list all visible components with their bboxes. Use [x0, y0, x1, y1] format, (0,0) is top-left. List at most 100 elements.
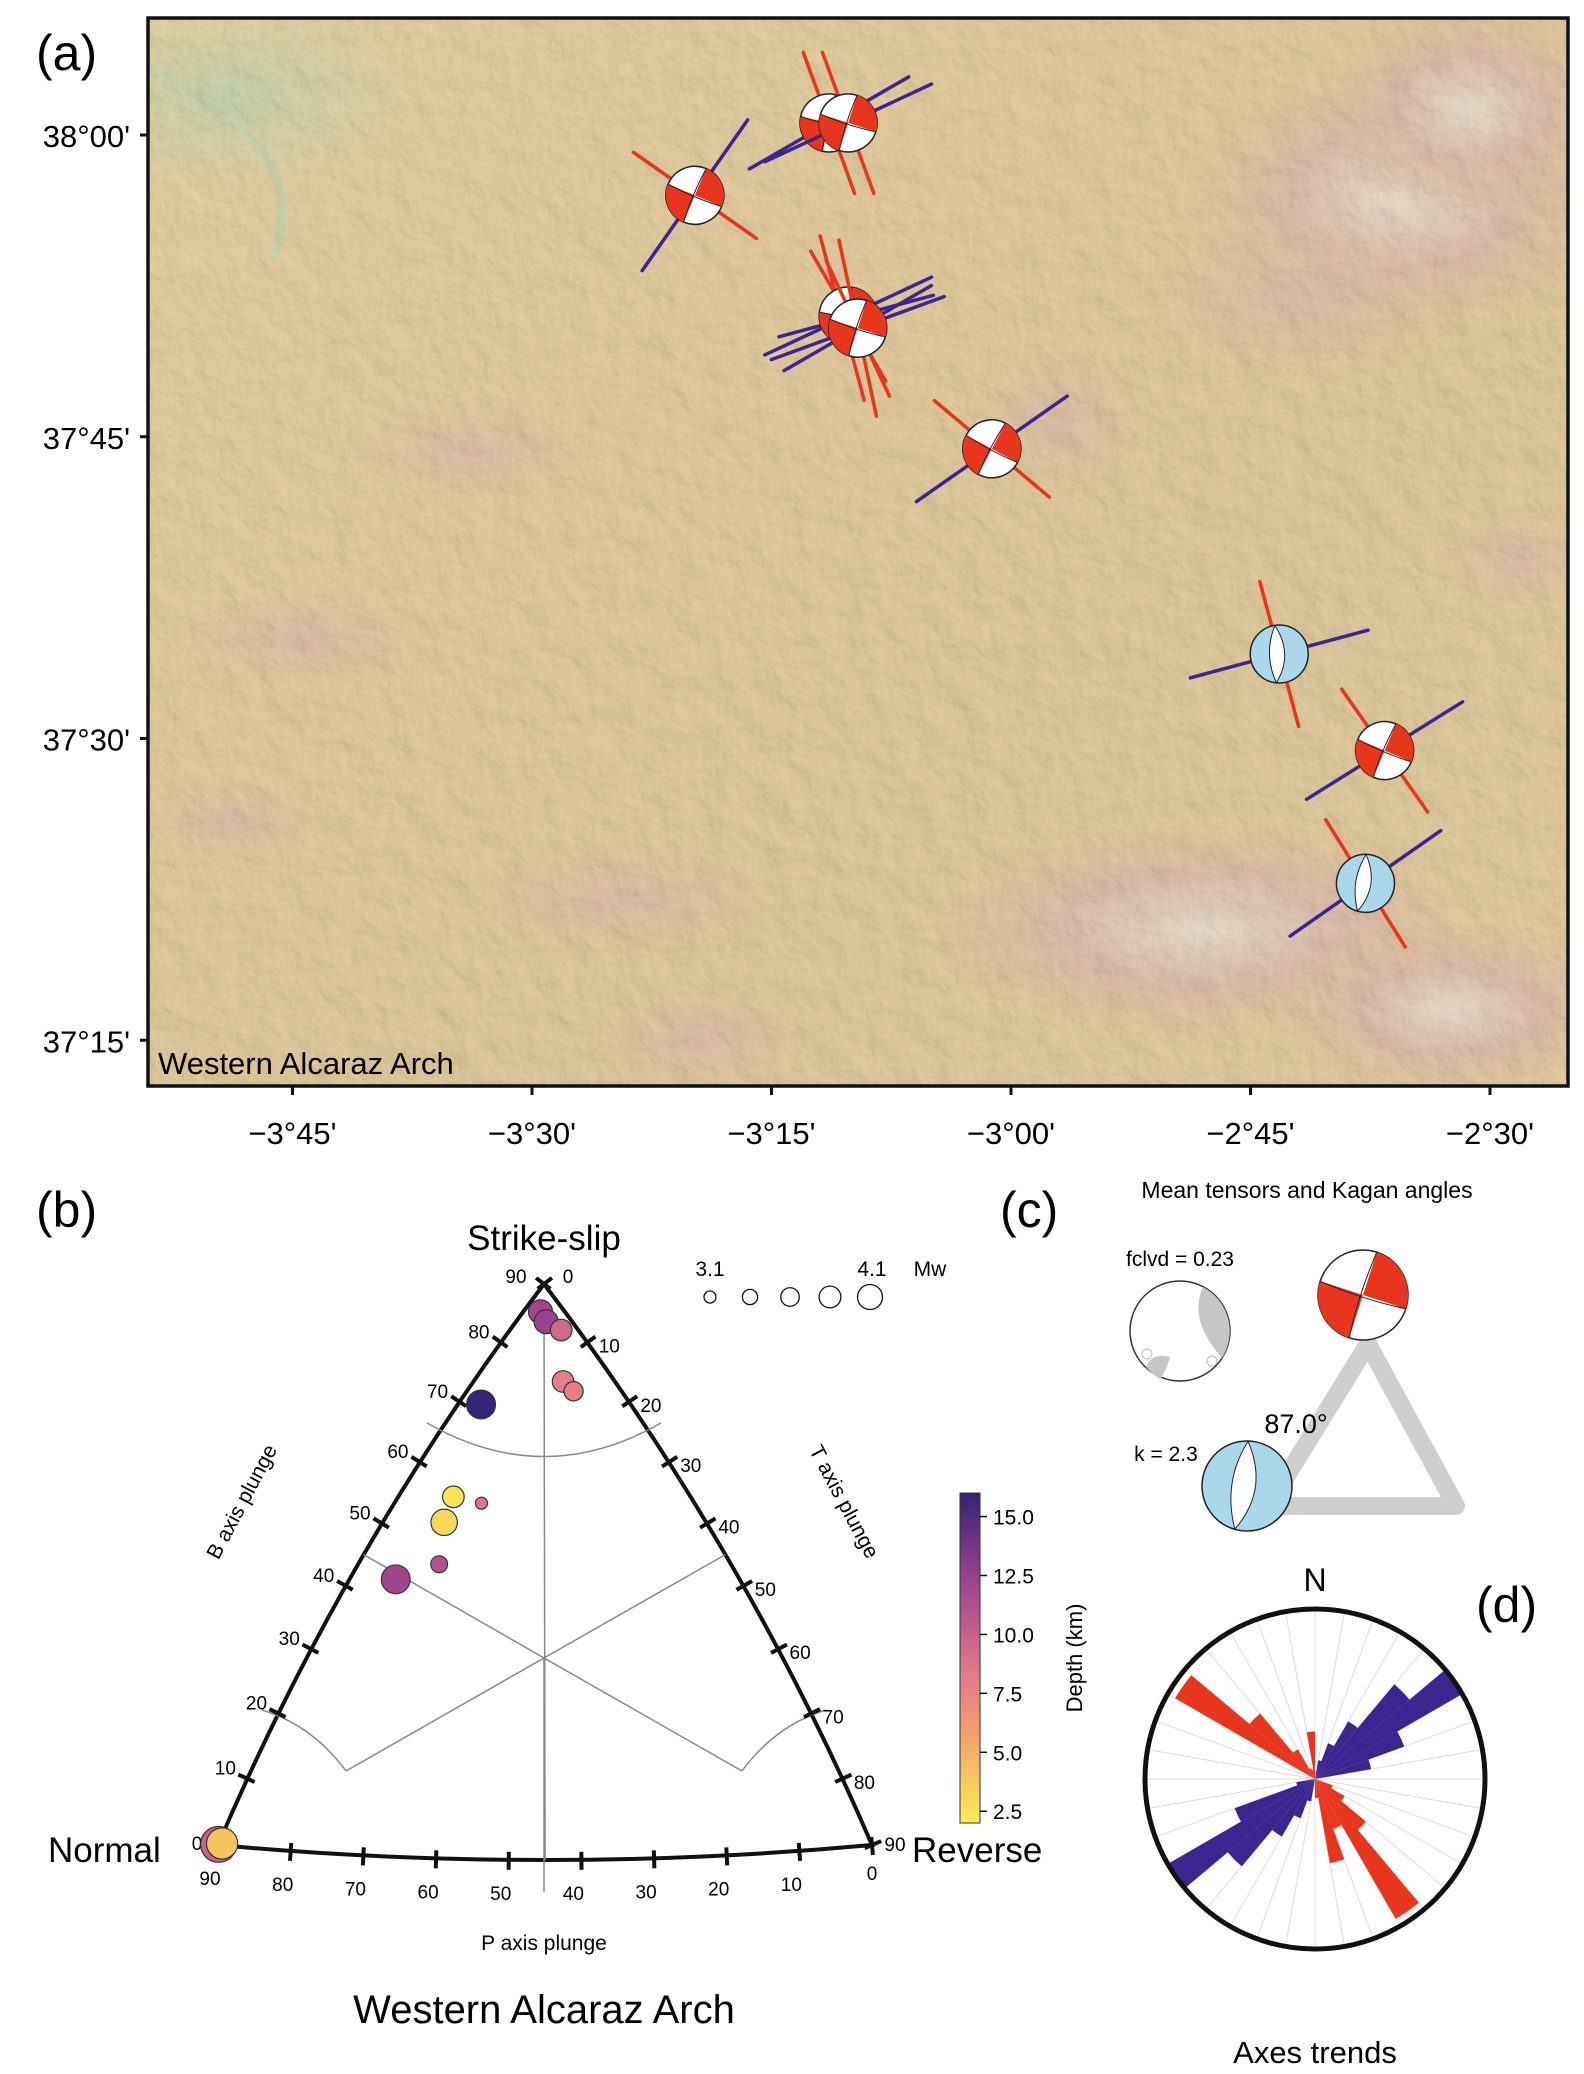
rose-spoke — [1314, 1778, 1463, 1865]
rose-petal — [1227, 1779, 1315, 1867]
b-tick — [336, 1579, 354, 1592]
size-legend-circle — [703, 1290, 717, 1304]
t-tick — [660, 1455, 679, 1469]
b-tick-label: 20 — [246, 1693, 267, 1714]
b-tick — [372, 1516, 390, 1530]
beachball-9 — [1335, 853, 1396, 914]
lon-tick-label: −3°45' — [248, 1116, 336, 1151]
beachball-7 — [1249, 624, 1309, 684]
t-tick-label: 50 — [755, 1580, 776, 1601]
ternary-gridline — [345, 1657, 545, 1772]
size-legend-circle — [818, 1285, 842, 1309]
rose-petal — [1315, 1779, 1342, 1829]
ternary-gridline — [543, 1299, 546, 1861]
magnitude-size-legend: 3.1 4.1 Mw — [695, 1258, 947, 1311]
ternary-gridline — [543, 1657, 743, 1772]
size-legend-circle — [741, 1288, 759, 1306]
rose-spoke — [1284, 1778, 1316, 1947]
mean-strike-slip-beachball — [1317, 1249, 1409, 1341]
t-tick-label: 70 — [823, 1707, 844, 1728]
ternary-diagram: 0 10 20 30 40 50 60 70 80 90 0 10 20 30 40 50 60 70 80 90 90… — [192, 1267, 906, 1905]
rose-diagram — [1163, 1662, 1472, 1919]
corner-label-normal: Normal — [48, 1831, 161, 1870]
panel-label-b: (b) — [36, 1182, 97, 1238]
b-tick-label: 40 — [313, 1566, 334, 1587]
mean-tensor-panel: (c) Mean tensors and Kagan angles 87.0° … — [1000, 1177, 1473, 1532]
reverse-boundary — [741, 1709, 827, 1772]
p-tick-label: 50 — [490, 1884, 511, 1905]
b-axis-title: B axis plunge — [203, 1441, 283, 1563]
rose-petal — [1175, 1675, 1315, 1779]
rose-petal — [1315, 1760, 1322, 1779]
b-tick-label: 90 — [505, 1267, 526, 1288]
colorbar-tick-label: 2.5 — [993, 1801, 1022, 1824]
ternary-panel: (b) Strike-slip Normal Reverse 0 10 20 30 40… — [36, 1182, 1087, 2032]
t-tick — [735, 1579, 754, 1592]
p-tick-label: 40 — [563, 1884, 584, 1905]
panel-label-a: (a) — [36, 25, 97, 81]
colorbar-tick-label: 10.0 — [993, 1624, 1034, 1647]
b-tick-label: 10 — [215, 1759, 236, 1780]
t-tick-label: 0 — [563, 1267, 574, 1288]
mean-tensor-title: Mean tensors and Kagan angles — [1141, 1177, 1472, 1203]
ternary-title: Western Alcaraz Arch — [353, 1988, 735, 2032]
beachball-8 — [1354, 720, 1415, 781]
lat-tick-label: 37°30' — [43, 723, 130, 758]
map-panel: (a) 38°00' 37°45' 37°30' 37°15' — [36, 16, 1570, 1151]
p-tick-label: 60 — [418, 1882, 439, 1903]
rose-spoke — [1155, 1720, 1316, 1780]
rose-petal — [1315, 1721, 1358, 1779]
rose-petal — [1315, 1779, 1366, 1830]
ternary-gridline — [543, 1553, 726, 1659]
rose-petal — [1315, 1731, 1405, 1779]
beachball-6 — [962, 419, 1022, 479]
mechanism-point — [466, 1389, 497, 1420]
size-legend-circle — [780, 1287, 800, 1307]
rose-petal — [1309, 1768, 1315, 1779]
size-legend-max: 4.1 — [857, 1258, 886, 1281]
rose-title: Axes trends — [1233, 2035, 1397, 2070]
t-tick — [803, 1707, 821, 1719]
colorbar-ramp — [959, 1492, 981, 1824]
lon-tick-label: −3°15' — [727, 1116, 815, 1151]
rose-petal — [1306, 1731, 1315, 1779]
kagan-triangle — [1259, 1335, 1465, 1515]
b-tick — [268, 1707, 287, 1719]
panel-label-c: (c) — [1000, 1182, 1058, 1238]
colorbar-tick-label: 15.0 — [993, 1507, 1034, 1530]
beachball-3 — [818, 93, 878, 153]
p-tick — [724, 1847, 730, 1866]
rose-petal — [1315, 1662, 1472, 1779]
colorbar-tick-label: 12.5 — [993, 1566, 1034, 1589]
lon-tick-label: −3°30' — [488, 1116, 576, 1151]
p-tick-label: 0 — [867, 1864, 878, 1885]
north-label: N — [1303, 1562, 1326, 1598]
terrain-relief — [148, 18, 1568, 1086]
b-tick-label: 0 — [192, 1834, 203, 1855]
p-axis-title: P axis plunge — [481, 1932, 607, 1955]
b-tick — [237, 1772, 256, 1784]
mechanism-point — [380, 1564, 411, 1595]
b-tick — [450, 1394, 468, 1408]
mechanism-point — [430, 1555, 449, 1574]
t-tick-label: 90 — [884, 1835, 905, 1856]
b-tick-label: 50 — [349, 1504, 370, 1525]
beachball-1 — [665, 165, 725, 226]
rose-petal — [1163, 1779, 1315, 1892]
size-legend-min: 3.1 — [695, 1258, 724, 1281]
t-tick — [621, 1394, 639, 1408]
focal-mechanisms — [631, 50, 1465, 949]
colorbar-tick-label: 7.5 — [993, 1683, 1022, 1706]
latitude-axis: 38°00' 37°45' 37°30' 37°15' — [43, 119, 148, 1059]
t-tick — [770, 1642, 788, 1655]
rose-petal — [1293, 1749, 1315, 1779]
rose-petal — [1272, 1779, 1315, 1837]
rose-spoke — [1314, 1778, 1446, 1889]
p-tick — [796, 1842, 803, 1862]
longitude-axis: −3°45' −3°30' −3°15' −3°00' −2°45' −2°30' — [248, 1086, 1534, 1151]
lat-tick-label: 37°45' — [43, 421, 130, 456]
strike-slip-boundary — [426, 1422, 662, 1458]
rose-panel: (d) N Axes trends — [1142, 1562, 1537, 2070]
colorbar-tick-label: 5.0 — [993, 1742, 1022, 1765]
